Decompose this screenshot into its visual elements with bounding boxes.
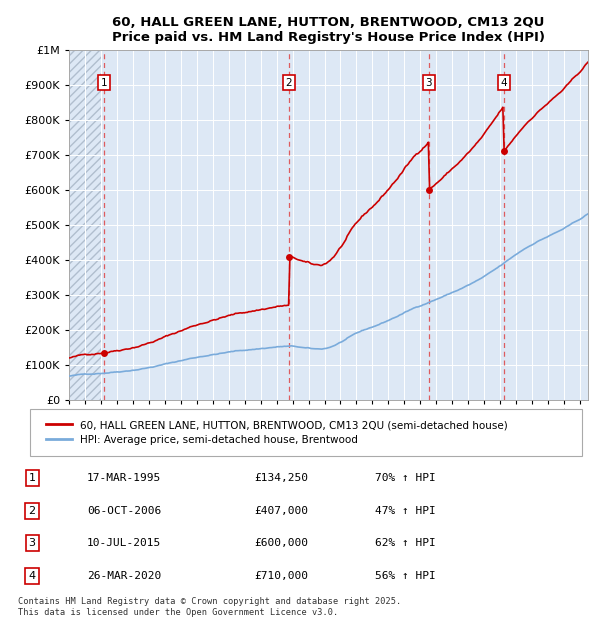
Text: 47% ↑ HPI: 47% ↑ HPI [375,506,436,516]
Legend: 60, HALL GREEN LANE, HUTTON, BRENTWOOD, CM13 2QU (semi-detached house), HPI: Ave: 60, HALL GREEN LANE, HUTTON, BRENTWOOD, … [41,415,513,450]
Text: £710,000: £710,000 [254,571,308,581]
Title: 60, HALL GREEN LANE, HUTTON, BRENTWOOD, CM13 2QU
Price paid vs. HM Land Registry: 60, HALL GREEN LANE, HUTTON, BRENTWOOD, … [112,16,545,44]
Text: 17-MAR-1995: 17-MAR-1995 [87,473,161,483]
Text: Contains HM Land Registry data © Crown copyright and database right 2025.
This d: Contains HM Land Registry data © Crown c… [18,598,401,617]
Text: 70% ↑ HPI: 70% ↑ HPI [375,473,436,483]
Text: 2: 2 [286,78,292,88]
Text: 62% ↑ HPI: 62% ↑ HPI [375,538,436,548]
Text: 1: 1 [101,78,107,88]
FancyBboxPatch shape [30,409,582,456]
Text: 4: 4 [29,571,36,581]
Text: 1: 1 [29,473,35,483]
Text: 06-OCT-2006: 06-OCT-2006 [87,506,161,516]
Text: £134,250: £134,250 [254,473,308,483]
Text: 2: 2 [29,506,36,516]
Text: 3: 3 [425,78,432,88]
Text: 3: 3 [29,538,35,548]
Text: £407,000: £407,000 [254,506,308,516]
Text: 26-MAR-2020: 26-MAR-2020 [87,571,161,581]
Text: 4: 4 [500,78,507,88]
Text: £600,000: £600,000 [254,538,308,548]
Text: 56% ↑ HPI: 56% ↑ HPI [375,571,436,581]
Text: 10-JUL-2015: 10-JUL-2015 [87,538,161,548]
